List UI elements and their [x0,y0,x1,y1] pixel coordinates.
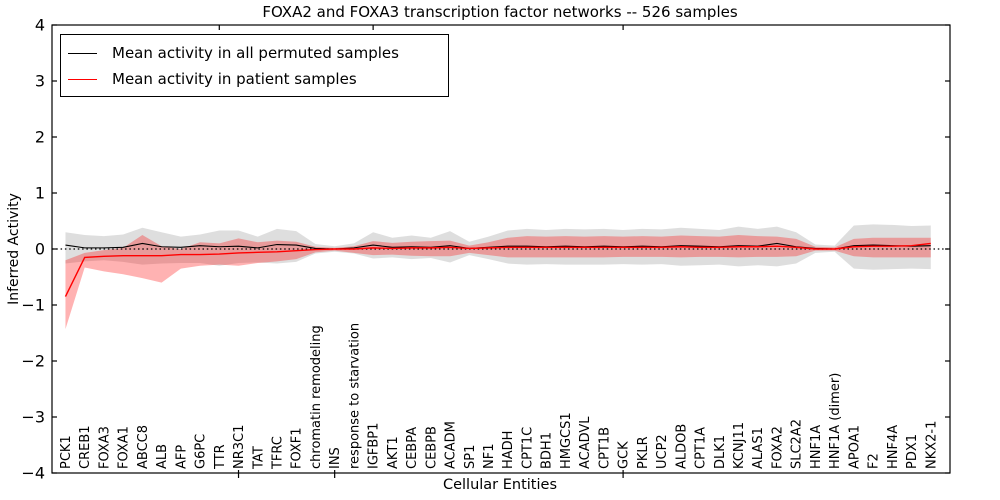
x-tick-label: CREB1 [78,425,93,469]
x-tick-label: DLK1 [713,435,728,469]
x-tick-label: KCNJ11 [732,422,747,469]
y-tick-label: −1 [21,296,45,315]
x-tick-label: ALAS1 [751,427,766,469]
y-tick-label: −3 [21,408,45,427]
legend: Mean activity in all permuted samples Me… [60,34,449,97]
x-tick-label: FOXA1 [117,426,132,469]
x-tick-label: HNF1A [809,425,824,469]
y-tick-label: 4 [35,16,45,35]
x-tick-label: NF1 [482,444,497,469]
x-tick-label: IGFBP1 [367,423,382,469]
chart-title: FOXA2 and FOXA3 transcription factor net… [262,3,738,21]
x-tick-label: ABCC8 [136,425,151,469]
x-tick-label: AKT1 [386,436,401,469]
legend-label-permuted: Mean activity in all permuted samples [112,44,399,62]
x-tick-label: INS [328,447,343,469]
x-tick-label: PCK1 [59,435,74,469]
y-axis-label-wrap: Inferred Activity [0,25,28,473]
x-tick-label: FOXF1 [290,427,305,469]
x-tick-label: ACADVL [578,416,593,469]
x-tick-label: TTR [213,444,228,470]
x-tick-label: PDX1 [905,434,920,469]
x-tick-label: APOA1 [847,425,862,469]
x-tick-label: HADH [501,431,516,469]
x-tick-label: ACADM [444,421,459,469]
y-tick-label: 2 [35,128,45,147]
x-tick-label: PKLR [636,436,651,469]
x-tick-label: HNF1A (dimer) [828,373,843,469]
legend-line-black [68,52,97,54]
x-tick-label: ALB [155,444,170,469]
x-tick-label: UCP2 [655,434,670,469]
legend-row-permuted: Mean activity in all permuted samples [61,40,448,66]
mean-line [65,242,931,250]
x-tick-label: response to starvation [347,323,362,469]
confidence-band [65,235,931,330]
y-tick-label: −4 [21,464,45,483]
x-tick-label: chromatin remodeling [309,325,324,469]
x-tick-label: TFRC [270,436,285,470]
x-tick-label: CPT1C [520,427,535,469]
x-tick-label: CPT1B [597,427,612,469]
x-tick-label: ALDOB [674,424,689,469]
y-tick-label: 3 [35,72,45,91]
x-tick-label: CPT1A [694,427,709,469]
y-tick-label: 0 [35,240,45,259]
x-tick-label: SLC2A2 [790,419,805,469]
x-tick-label: NKX2-1 [924,421,939,469]
x-tick-label: TAT [251,446,266,470]
mean-line [64,242,931,297]
x-axis-label: Cellular Entities [442,477,558,493]
y-axis-label: Inferred Activity [6,193,22,305]
x-tick-label: F2 [867,453,882,469]
x-tick-label: GCK [617,441,632,469]
x-tick-label: FOXA2 [770,426,785,469]
x-tick-label: NR3C1 [232,425,247,469]
x-tick-label: HNF4A [886,425,901,469]
y-tick-label: 1 [35,184,45,203]
x-tick-label: HMGCS1 [559,412,574,469]
x-tick-label: CEBPA [405,427,420,469]
y-tick-label: −2 [21,352,45,371]
x-tick-label: FOXA3 [97,426,112,469]
x-tick-label: G6PC [194,434,209,469]
legend-label-patient: Mean activity in patient samples [112,70,357,88]
x-tick-label: AFP [174,445,189,469]
x-tick-label: SP1 [463,445,478,469]
x-tick-label: BDH1 [540,432,555,469]
legend-row-patient: Mean activity in patient samples [61,66,448,92]
legend-line-red [68,78,97,80]
x-tick-label: CEBPB [424,426,439,469]
